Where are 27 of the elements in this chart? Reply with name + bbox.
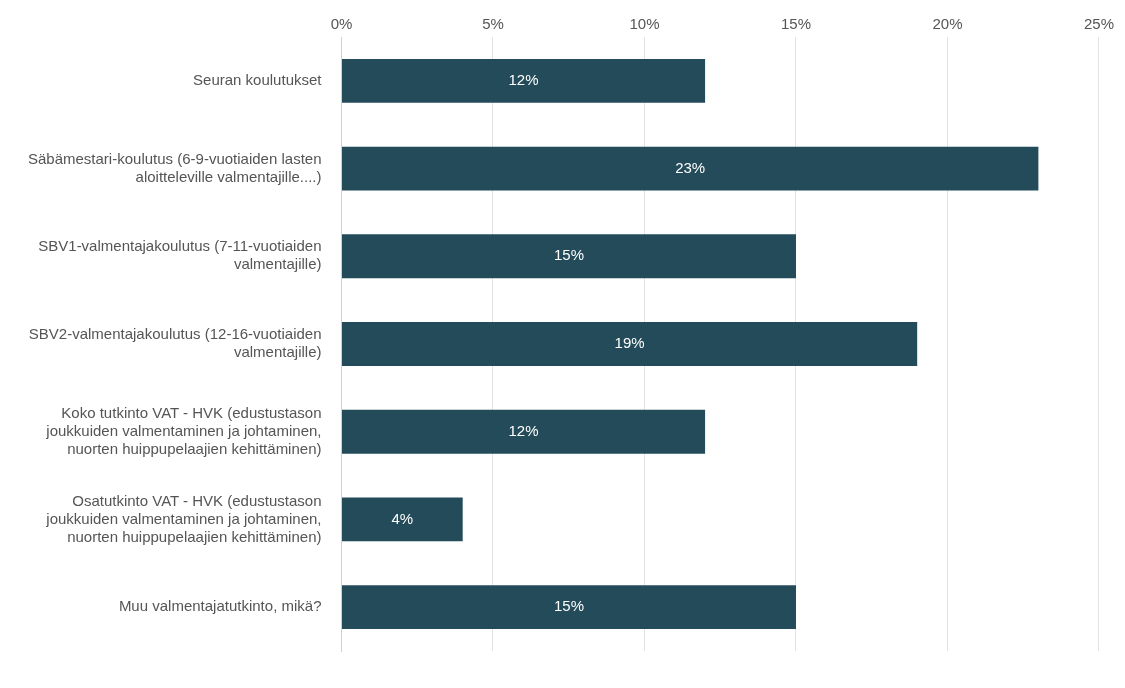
bar (341, 585, 796, 630)
bar (341, 234, 796, 279)
x-tick-label: 15% (780, 15, 811, 33)
y-tick-label: Osatutkinto VAT - HVK (edustustason joukkuiden valmentaminen ja johtaminen, nuorten huippupelaajien kehittäminen) (45, 491, 322, 545)
y-tick-label: Koko tutkinto VAT - HVK (edustustason joukkuiden valmentaminen ja johtaminen, nuorten huippupelaajien kehittäminen) (45, 403, 322, 457)
bar (341, 58, 706, 103)
bar (341, 146, 1039, 191)
x-tick-label: 10% (629, 15, 660, 33)
y-tick-label: Muu valmentajatutkinto, mikä? (118, 597, 322, 615)
bar (341, 322, 918, 366)
data-label: 12% (508, 421, 539, 439)
x-tick-label: 0% (330, 15, 353, 33)
x-tick-label: 20% (932, 15, 963, 33)
data-label: 4% (391, 509, 414, 527)
data-label: 15% (553, 597, 584, 615)
data-label: 15% (553, 246, 584, 264)
bar (341, 409, 706, 454)
y-tick-label: SBV2-valmentajakoulutus (12-16-vuotiaiden valmentajille) (28, 325, 322, 361)
x-tick-label: 25% (1083, 15, 1114, 33)
y-tick-label: Säbämestari-koulutus (6-9-vuotiaiden lasten aloitteleville valmentajille....) (27, 149, 322, 185)
y-tick-label: SBV1-valmentajakoulutus (7-11-vuotiaiden valmentajille) (38, 237, 322, 273)
x-tick-label: 5% (482, 15, 504, 33)
bar (341, 497, 463, 542)
data-label: 23% (675, 158, 706, 176)
y-tick-label: Seuran koulutukset (193, 71, 323, 88)
data-label: 19% (614, 334, 645, 352)
data-label: 12% (508, 71, 539, 88)
